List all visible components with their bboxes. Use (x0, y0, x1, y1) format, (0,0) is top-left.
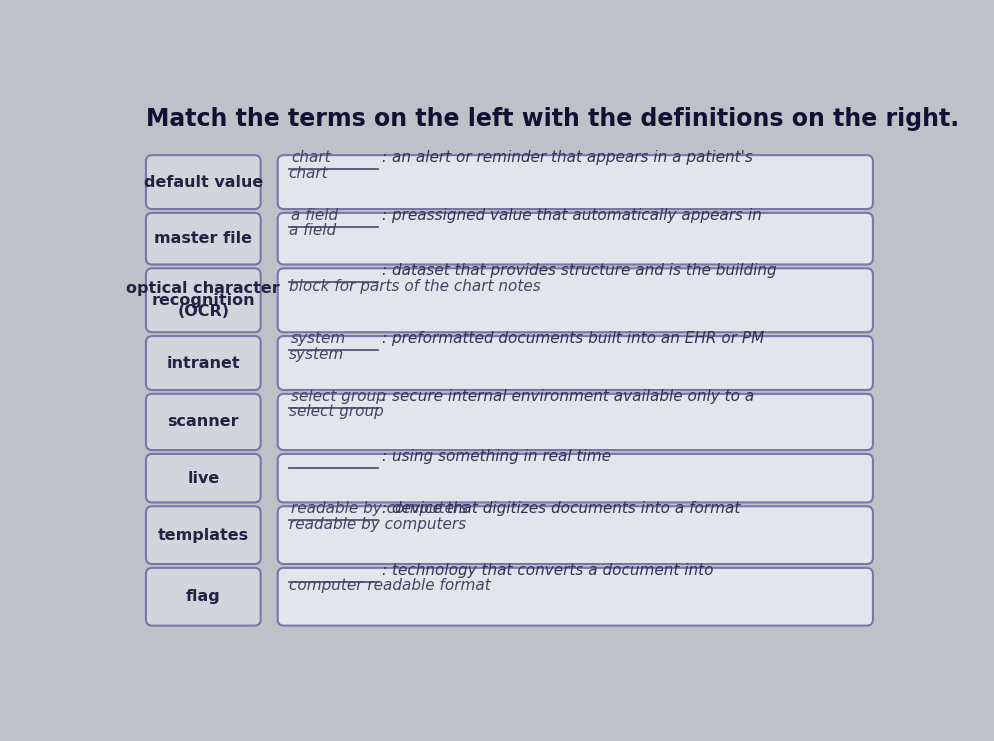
FancyBboxPatch shape (277, 393, 873, 450)
FancyBboxPatch shape (146, 393, 260, 450)
FancyBboxPatch shape (277, 268, 873, 332)
FancyBboxPatch shape (146, 268, 260, 332)
Text: optical character: optical character (126, 282, 280, 296)
Text: templates: templates (158, 528, 248, 542)
Text: recognition: recognition (151, 293, 255, 308)
Text: : using something in real time: : using something in real time (383, 449, 611, 464)
FancyBboxPatch shape (146, 155, 260, 209)
Text: system: system (291, 331, 346, 346)
FancyBboxPatch shape (146, 336, 260, 390)
Text: scanner: scanner (167, 414, 240, 430)
Text: : technology that converts a document into: : technology that converts a document in… (383, 563, 714, 578)
Text: : device that digitizes documents into a format: : device that digitizes documents into a… (383, 501, 741, 516)
Text: select group: select group (291, 389, 386, 404)
Text: default value: default value (144, 175, 263, 190)
FancyBboxPatch shape (146, 506, 260, 564)
FancyBboxPatch shape (146, 454, 260, 502)
Text: computer readable format: computer readable format (288, 578, 490, 594)
Text: readable by computers: readable by computers (291, 501, 468, 516)
Text: a field: a field (291, 208, 338, 223)
FancyBboxPatch shape (277, 568, 873, 625)
Text: select group: select group (288, 405, 384, 419)
Text: : preassigned value that automatically appears in: : preassigned value that automatically a… (383, 208, 762, 223)
Text: system: system (288, 347, 344, 362)
Text: (OCR): (OCR) (177, 305, 230, 319)
Text: : secure internal environment available only to a: : secure internal environment available … (383, 389, 754, 404)
FancyBboxPatch shape (146, 213, 260, 265)
Text: readable by computers: readable by computers (288, 516, 465, 532)
FancyBboxPatch shape (277, 336, 873, 390)
Text: : preformatted documents built into an EHR or PM: : preformatted documents built into an E… (383, 331, 764, 346)
FancyBboxPatch shape (277, 213, 873, 265)
FancyBboxPatch shape (146, 568, 260, 625)
FancyBboxPatch shape (277, 454, 873, 502)
Text: flag: flag (186, 589, 221, 604)
Text: chart: chart (291, 150, 330, 165)
Text: Match the terms on the left with the definitions on the right.: Match the terms on the left with the def… (146, 107, 959, 130)
Text: intranet: intranet (166, 356, 241, 370)
Text: : dataset that provides structure and is the building: : dataset that provides structure and is… (383, 263, 777, 279)
FancyBboxPatch shape (277, 155, 873, 209)
Text: block for parts of the chart notes: block for parts of the chart notes (288, 279, 541, 293)
Text: a field: a field (288, 223, 336, 239)
Text: : an alert or reminder that appears in a patient's: : an alert or reminder that appears in a… (383, 150, 753, 165)
Text: chart: chart (288, 165, 328, 181)
FancyBboxPatch shape (277, 506, 873, 564)
Text: live: live (187, 471, 220, 485)
Text: master file: master file (154, 231, 252, 246)
